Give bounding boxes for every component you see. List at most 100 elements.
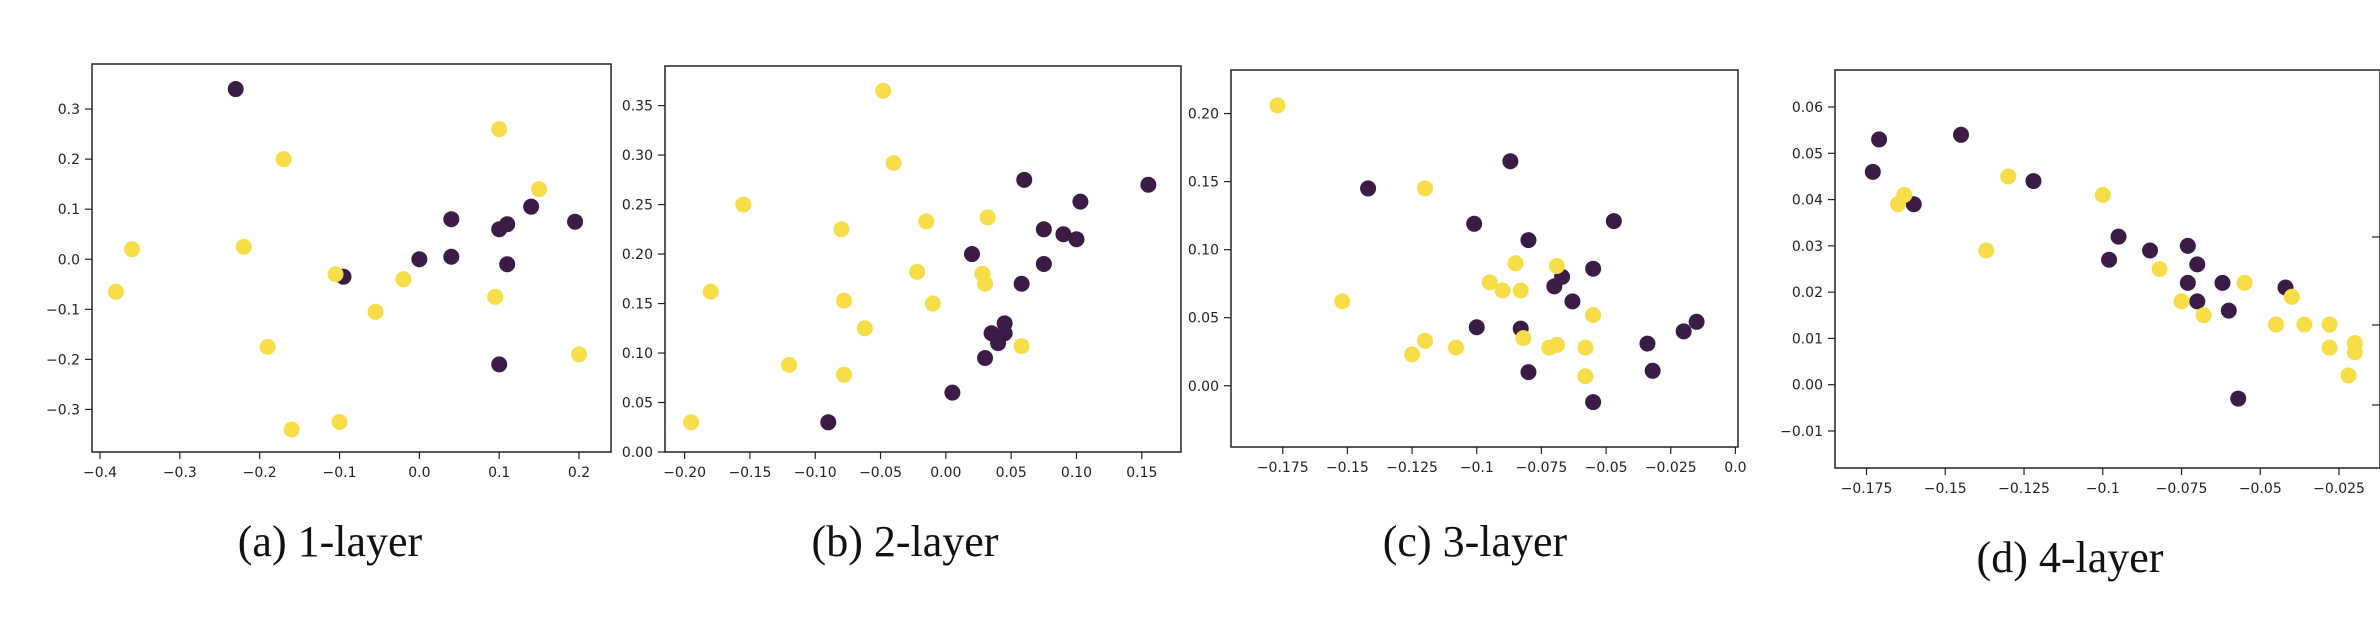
data-point-yellow (275, 151, 292, 168)
data-point-dark (2179, 237, 2196, 254)
panel-1-layer: (a) 1-layer −0.4 −0.3 −0.2 −0.1 0.0 0.1 0.2 −0.… (46, 63, 612, 566)
data-point-yellow (2094, 186, 2111, 203)
data-point-dark (2101, 251, 2118, 268)
data-point-dark (2179, 274, 2196, 291)
data-point-yellow (875, 82, 892, 99)
x-tick-label: −0.125 (1386, 460, 1438, 476)
data-point-dark (523, 198, 540, 215)
data-point-dark (1871, 131, 1888, 148)
data-point-yellow (2151, 261, 2168, 277)
data-point-yellow (1585, 306, 1602, 323)
y-tick-label: 0.05 (1792, 146, 1823, 162)
y-tick-label: −0.3 (46, 402, 80, 418)
data-point-dark (1468, 319, 1485, 336)
data-point-yellow (1013, 338, 1030, 355)
data-point-yellow (1548, 257, 1565, 274)
data-point-dark (1585, 394, 1602, 411)
y-tick-label: −0.1 (46, 302, 80, 318)
data-point-dark (1585, 260, 1602, 277)
data-point-dark (1035, 221, 1052, 238)
x-tick-label: −0.025 (1645, 460, 1697, 476)
x-tick-label: −0.3 (163, 465, 197, 481)
x-tick-label: −0.15 (1924, 481, 1967, 497)
caption-1-layer: (a) 1-layer (238, 517, 423, 566)
data-point-yellow (1448, 339, 1465, 356)
y-tick-label: 0.00 (622, 445, 653, 461)
data-point-dark (411, 251, 428, 268)
data-point-yellow (2000, 168, 2017, 185)
y-tick-label: 0.06 (1792, 100, 1823, 116)
x-tick-label: −0.075 (2156, 481, 2208, 497)
data-point-dark (1016, 171, 1033, 188)
data-point-dark (1035, 255, 1052, 272)
data-point-yellow (885, 154, 902, 171)
x-tick-label: −0.15 (1326, 460, 1369, 476)
panel-2-layer: (b) 2-layer −0.20 −0.15 −0.10 −0.05 0.00 0.05… (622, 65, 1182, 566)
data-point-dark (1639, 335, 1656, 352)
data-point-dark (1068, 231, 1085, 248)
data-point-dark (1466, 215, 1483, 232)
y-tick-label: 0.15 (1188, 175, 1219, 191)
x-tick-label: −0.15 (728, 465, 771, 481)
y-tick-label: 0.1 (58, 202, 80, 218)
y-tick-label: 0.25 (622, 198, 653, 214)
data-point-yellow (1896, 186, 1913, 203)
data-point-yellow (2321, 316, 2338, 333)
x-tick-label: −0.4 (83, 465, 117, 481)
x-tick-label: −0.05 (2239, 481, 2282, 497)
y-tick-label: −0.01 (1780, 424, 1823, 440)
data-point-yellow (1494, 282, 1511, 299)
x-tick-label: 0.00 (930, 465, 961, 481)
x-tick-label: −0.05 (1585, 460, 1628, 476)
data-point-yellow (781, 356, 798, 373)
data-point-dark (977, 349, 994, 366)
data-point-yellow (909, 263, 926, 280)
x-tick-label: −0.025 (2313, 481, 2365, 497)
data-point-yellow (2173, 293, 2190, 310)
data-point-yellow (1334, 293, 1351, 310)
plot-frame-3-layer (1230, 69, 1739, 448)
edge-marks (2372, 236, 2380, 406)
x-tick-label: −0.2 (243, 465, 277, 481)
data-point-yellow (571, 346, 588, 363)
y-tick-label: 0.04 (1792, 193, 1823, 209)
y-tick-label: 0.02 (1792, 285, 1823, 301)
data-point-dark (567, 213, 584, 230)
data-point-yellow (735, 196, 752, 213)
data-point-yellow (2346, 344, 2363, 361)
data-point-yellow (1481, 274, 1498, 291)
data-point-yellow (1404, 346, 1421, 363)
data-point-dark (1605, 213, 1622, 230)
x-tick-label: 0.05 (996, 465, 1027, 481)
data-point-yellow (283, 421, 300, 438)
y-tick-label: 0.00 (1188, 379, 1219, 395)
plot-frame-2-layer (664, 65, 1182, 453)
data-point-dark (1864, 163, 1881, 180)
y-tick-label: 0.15 (622, 297, 653, 313)
data-point-yellow (702, 283, 719, 300)
data-point-yellow (1417, 180, 1434, 197)
data-point-dark (1520, 232, 1537, 249)
data-point-yellow (833, 221, 850, 238)
panel-3-layer: (c) 3-layer −0.175 −0.15 −0.125 −0.1 −0.075 −… (1188, 69, 1747, 566)
data-point-yellow (1548, 336, 1565, 353)
y-tick-label: 0.2 (58, 152, 80, 168)
data-point-yellow (1512, 282, 1529, 299)
x-tick-label: −0.20 (663, 465, 706, 481)
data-point-dark (2189, 256, 2206, 273)
x-tick-label: 0.15 (1126, 465, 1157, 481)
y-tick-label: 0.05 (622, 396, 653, 412)
y-tick-label: 0.35 (622, 99, 653, 115)
data-point-dark (1564, 293, 1581, 310)
x-tick-label: −0.10 (794, 465, 837, 481)
data-point-yellow (395, 271, 412, 288)
data-point-dark (963, 246, 980, 263)
data-point-dark (820, 414, 837, 431)
data-point-dark (443, 248, 460, 265)
data-point-yellow (2340, 367, 2357, 384)
data-point-yellow (2321, 339, 2338, 356)
data-point-yellow (1577, 339, 1594, 356)
y-tick-label: 0.3 (58, 102, 80, 118)
data-point-dark (944, 384, 961, 401)
data-point-dark (2142, 242, 2159, 259)
